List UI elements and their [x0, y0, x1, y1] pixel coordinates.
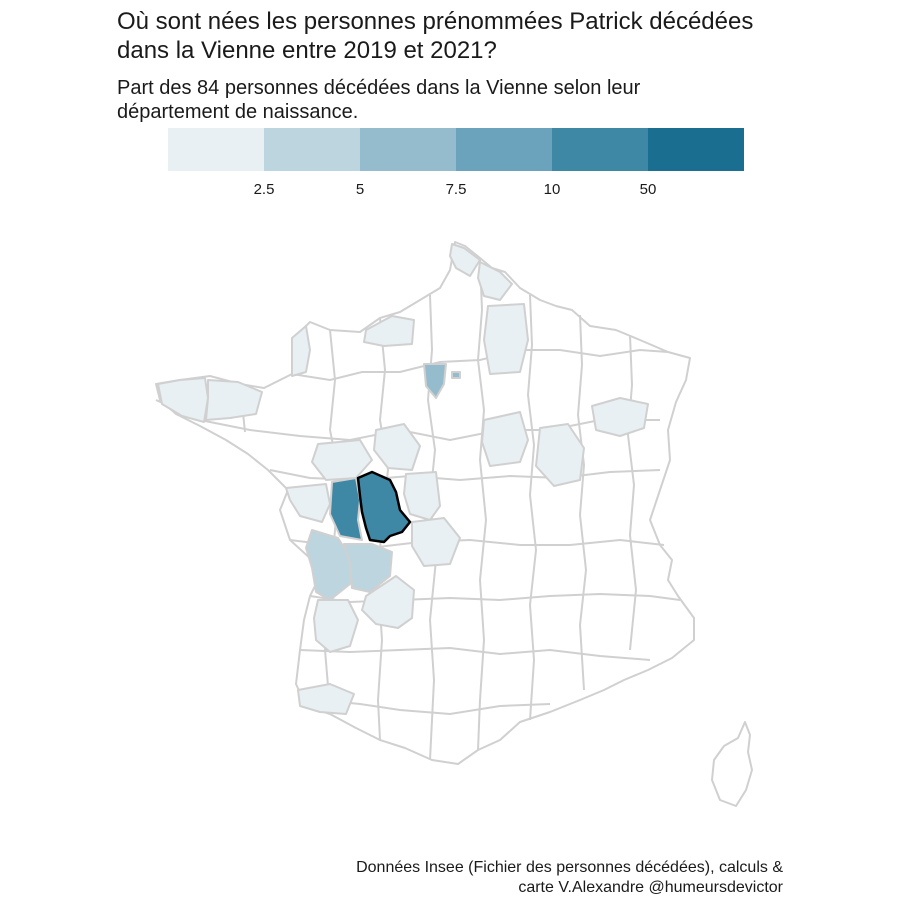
legend-swatch: [264, 128, 360, 171]
legend-tick-label: 5: [355, 181, 365, 198]
dept-haute-vienne: [411, 517, 461, 567]
dept-deux-sevres: [329, 477, 363, 541]
corsica: [711, 721, 753, 807]
legend-tick-label: 2.5: [253, 181, 275, 198]
france-departments-map: [155, 241, 753, 807]
dept-cotes-darmor: [205, 379, 263, 421]
subtitle-line-1: Part des 84 personnes décédées dans la V…: [117, 77, 641, 99]
subtitle-line-2: département de naissance.: [117, 101, 359, 123]
legend-tick-label: 7.5: [445, 181, 467, 198]
dept-gironde: [313, 599, 359, 653]
dept-dordogne: [361, 575, 415, 629]
dept-essonne: [423, 363, 447, 399]
legend-color-bar: [168, 128, 744, 171]
map-title: Où sont nées les personnes prénommées Pa…: [117, 7, 897, 65]
color-legend: 2.5 5 7.5 10 50: [168, 128, 744, 208]
dept-charente: [343, 543, 393, 593]
legend-swatch: [456, 128, 552, 171]
legend-tick-label: 50: [639, 181, 657, 198]
dept-indre: [403, 471, 441, 521]
dept-paris: [451, 371, 461, 379]
title-line-1: Où sont nées les personnes prénommées Pa…: [117, 8, 754, 35]
title-line-2: dans la Vienne entre 2019 et 2021?: [117, 37, 497, 64]
dept-marne: [483, 303, 529, 375]
dept-pas-de-calais: [477, 261, 513, 301]
dept-finistere: [157, 377, 209, 423]
legend-swatch: [648, 128, 744, 171]
caption-line-2: carte V.Alexandre @humeursdevictor: [518, 879, 783, 896]
legend-tick-label: 10: [543, 181, 561, 198]
caption-line-1: Données Insee (Fichier des personnes déc…: [356, 859, 783, 876]
dept-vienne-highlighted: [356, 470, 412, 544]
dept-pyrenees-atlantiques: [297, 683, 355, 715]
dept-indre-et-loire: [373, 423, 421, 471]
legend-swatch: [552, 128, 648, 171]
dept-manche: [291, 325, 311, 377]
dept-calvados: [363, 315, 415, 347]
legend-swatch: [360, 128, 456, 171]
legend-swatch: [168, 128, 264, 171]
dept-haute-marne: [591, 397, 649, 437]
map-subtitle: Part des 84 personnes décédées dans la V…: [117, 76, 817, 124]
dept-nord: [449, 243, 481, 277]
dept-yonne: [481, 411, 529, 467]
dept-cote-dor: [535, 423, 585, 487]
map-caption: Données Insee (Fichier des personnes déc…: [223, 858, 783, 898]
dept-vendee: [285, 483, 331, 523]
